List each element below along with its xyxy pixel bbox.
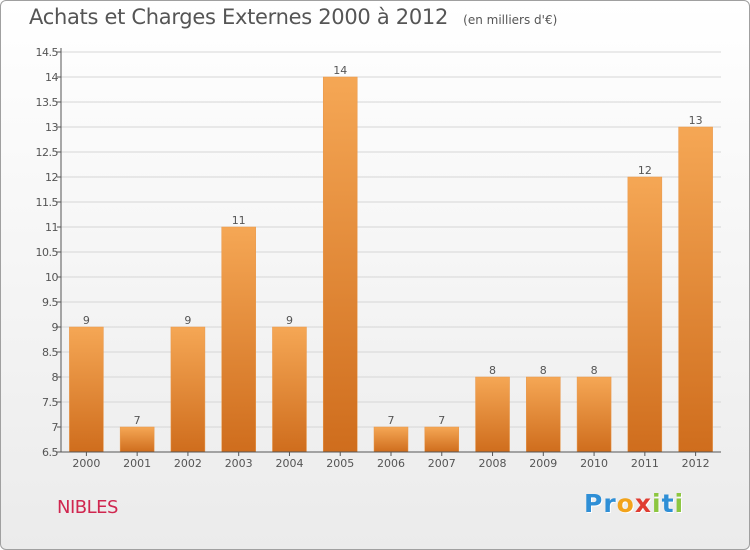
chart-title: Achats et Charges Externes 2000 à 2012 bbox=[29, 5, 449, 29]
chart-subtitle: (en milliers d'€) bbox=[463, 13, 558, 27]
data-label-2001: 7 bbox=[134, 414, 141, 427]
logo-letter: x bbox=[634, 489, 652, 518]
data-label-2007: 7 bbox=[438, 414, 445, 427]
y-tick-label: 9 bbox=[52, 321, 59, 334]
y-tick-label: 6.5 bbox=[42, 446, 58, 459]
bar-2002 bbox=[170, 326, 206, 453]
data-label-2010: 8 bbox=[591, 364, 598, 377]
x-tick-label-2006: 2006 bbox=[377, 457, 405, 470]
logo-letter: i bbox=[652, 489, 662, 518]
y-tick-label: 9.5 bbox=[42, 296, 58, 309]
data-label-2006: 7 bbox=[388, 414, 395, 427]
x-tick-label-2004: 2004 bbox=[275, 457, 303, 470]
y-tick-label: 14.5 bbox=[36, 46, 59, 59]
y-tick-label: 12 bbox=[45, 171, 58, 184]
data-label-2008: 8 bbox=[489, 364, 496, 377]
x-tick-label-2009: 2009 bbox=[529, 457, 557, 470]
data-label-2000: 9 bbox=[83, 314, 90, 327]
bars bbox=[69, 76, 713, 453]
commune-name: NIBLES bbox=[57, 497, 118, 518]
bar-2007 bbox=[424, 426, 460, 453]
x-tick-label-2007: 2007 bbox=[428, 457, 456, 470]
x-tick-label-2005: 2005 bbox=[326, 457, 354, 470]
chart-heading: Achats et Charges Externes 2000 à 2012 (… bbox=[29, 5, 557, 29]
bar-2011 bbox=[627, 176, 663, 453]
labels: 6.5 7 7.5 8 8.5 9 9.5 10 10.5 11 11.5 12 12.5 13 13.5 1… bbox=[36, 46, 710, 470]
logo-letter: P bbox=[584, 489, 604, 518]
y-tick-label: 11.5 bbox=[36, 196, 59, 209]
axes bbox=[57, 48, 721, 456]
proxiti-logo: Proxiti bbox=[584, 489, 684, 518]
x-tick-label-2008: 2008 bbox=[479, 457, 507, 470]
y-tick-label: 7.5 bbox=[42, 396, 58, 409]
y-tick-label: 10.5 bbox=[36, 246, 59, 259]
bar-2004 bbox=[272, 326, 307, 453]
data-label-2002: 9 bbox=[184, 314, 191, 327]
data-label-2005: 14 bbox=[333, 64, 347, 77]
x-tick-label-2012: 2012 bbox=[682, 457, 710, 470]
grid-lines bbox=[61, 51, 721, 428]
y-tick-label: 10 bbox=[45, 271, 58, 284]
data-label-2004: 9 bbox=[286, 314, 293, 327]
y-tick-label: 7 bbox=[52, 421, 59, 434]
logo-letter: o bbox=[616, 489, 635, 518]
bar-2005 bbox=[322, 76, 358, 453]
y-tick-label: 14 bbox=[45, 71, 58, 84]
bar-2006 bbox=[373, 426, 409, 453]
x-tick-label-2010: 2010 bbox=[580, 457, 608, 470]
data-label-2003: 11 bbox=[232, 214, 246, 227]
x-tick-label-2011: 2011 bbox=[631, 457, 659, 470]
data-label-2012: 13 bbox=[689, 114, 703, 127]
bar-2010 bbox=[576, 376, 612, 453]
bar-2001 bbox=[119, 426, 155, 453]
x-tick-label-2002: 2002 bbox=[174, 457, 202, 470]
data-label-2011: 12 bbox=[638, 164, 652, 177]
y-tick-label: 13.5 bbox=[36, 96, 59, 109]
bar-2003 bbox=[221, 226, 256, 453]
logo-letter: r bbox=[603, 489, 617, 518]
x-tick-label-2001: 2001 bbox=[123, 457, 151, 470]
y-tick-label: 11 bbox=[45, 221, 58, 234]
y-tick-label: 8.5 bbox=[42, 346, 58, 359]
bar-2008 bbox=[475, 376, 510, 453]
data-label-2009: 8 bbox=[540, 364, 547, 377]
y-tick-label: 13 bbox=[45, 121, 58, 134]
logo-letter: i bbox=[674, 489, 685, 518]
bar-2000 bbox=[69, 326, 104, 453]
x-tick-label-2003: 2003 bbox=[225, 457, 253, 470]
logo-letter: t bbox=[661, 489, 675, 518]
y-tick-label: 12.5 bbox=[36, 146, 59, 159]
bar-2009 bbox=[526, 376, 561, 453]
x-tick-label-2000: 2000 bbox=[72, 457, 100, 470]
bar-2012 bbox=[678, 126, 713, 453]
y-tick-label: 8 bbox=[52, 371, 59, 384]
